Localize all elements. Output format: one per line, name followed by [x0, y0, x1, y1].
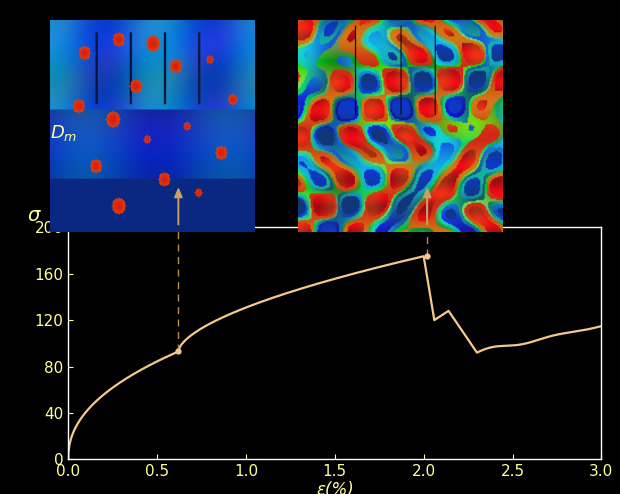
X-axis label: ε(%): ε(%) — [316, 481, 353, 494]
Text: $\sigma$: $\sigma$ — [27, 206, 42, 225]
Text: $D_m$: $D_m$ — [50, 124, 77, 143]
